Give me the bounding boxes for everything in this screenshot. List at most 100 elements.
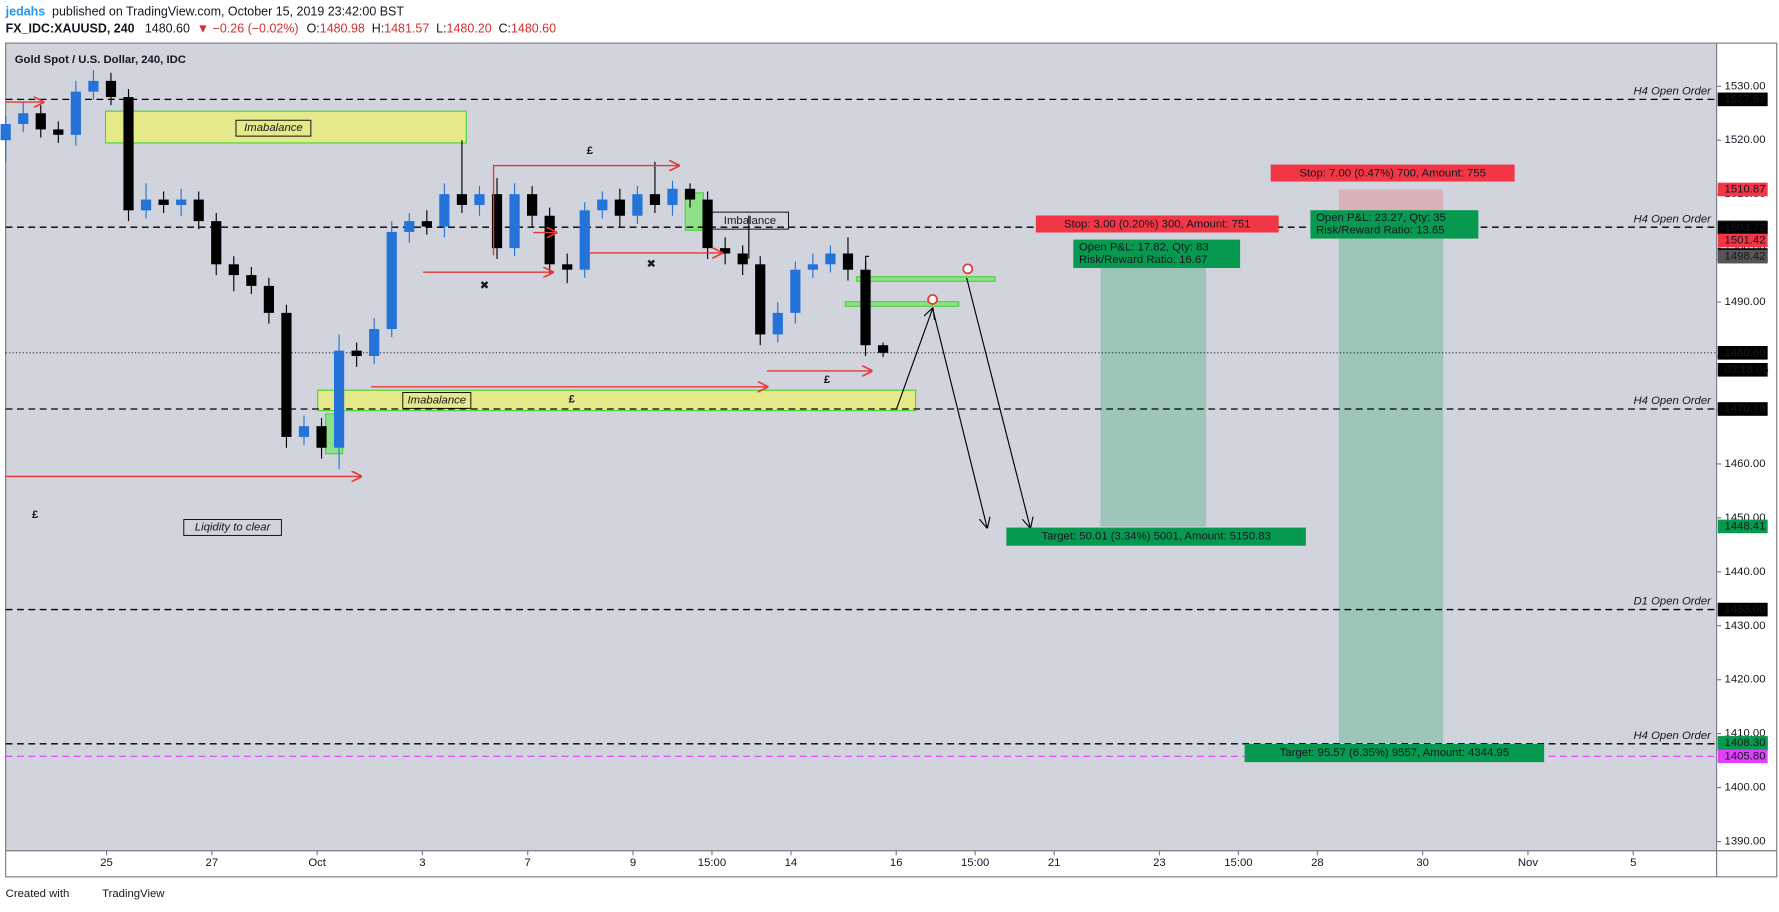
- x-tick-label: 7: [525, 857, 531, 869]
- price-label-bg: [1717, 182, 1768, 197]
- x-tick-label: 3: [419, 857, 425, 869]
- target-marker: [962, 263, 974, 275]
- x-tick-label: 30: [1416, 857, 1429, 869]
- price-label-bg: [1717, 402, 1768, 416]
- y-tick-label: 1410.00: [1725, 728, 1766, 740]
- author[interactable]: jedahs: [5, 5, 46, 19]
- level-label: H4 Open Order: [1633, 85, 1712, 97]
- frame: [5, 42, 1778, 878]
- candle-body: [544, 215, 555, 265]
- arrow: [932, 308, 987, 528]
- candle-body: [632, 194, 643, 216]
- symbol-line: FX_IDC:XAUUSD, 240 1480.60 ▼ −0.26 (−0.0…: [6, 22, 556, 36]
- annotation: ✖: [646, 258, 656, 270]
- candle-body: [509, 194, 520, 249]
- candle-body: [53, 129, 64, 135]
- price-axis: [1716, 43, 1777, 851]
- target-label-bg: [1244, 743, 1545, 763]
- candle-body: [193, 199, 204, 222]
- x-tick-label: 16: [890, 857, 903, 869]
- candle-body: [158, 199, 169, 205]
- header-line: jedahs published on TradingView.com, Oct…: [5, 5, 405, 19]
- candle-body: [123, 97, 134, 211]
- projection: [748, 215, 1031, 528]
- published: published on TradingView.com, October 15…: [52, 5, 404, 19]
- candle-body: [298, 426, 310, 437]
- price-label: 1503.72: [1725, 222, 1766, 234]
- footer-brand[interactable]: TradingView: [102, 888, 165, 900]
- candle-body: [702, 199, 713, 249]
- y-tick-label: 1450.00: [1725, 512, 1766, 524]
- x-tick-label: Oct: [308, 857, 326, 869]
- countdown: 03:18:06: [1725, 364, 1769, 376]
- symbol: FX_IDC:XAUUSD, 240: [6, 22, 135, 36]
- annotation: ✖: [480, 280, 490, 292]
- markers: [927, 263, 974, 305]
- note-box: [183, 519, 282, 536]
- y-tick-label: 1430.00: [1725, 620, 1766, 632]
- price-label: 1408.30: [1725, 737, 1766, 749]
- ohlc-value: 1480.20: [447, 22, 492, 36]
- y-tick-label: 1520.00: [1725, 134, 1766, 146]
- price-label-bg: [1717, 602, 1768, 617]
- annotation: Imabalance: [408, 394, 467, 406]
- candle-body: [597, 199, 608, 211]
- footer-created: Created with: [6, 888, 70, 900]
- candle-body: [807, 264, 818, 270]
- price-label: 1498.42: [1725, 251, 1766, 263]
- note-box: [402, 392, 472, 409]
- candle-body: [579, 210, 590, 270]
- price-label-bg: [1717, 221, 1768, 235]
- target-label: Target: 50.01 (3.34%) 5001, Amount: 5150…: [1041, 531, 1270, 543]
- rr-label: Risk/Reward Ratio: 13.65: [1316, 225, 1444, 237]
- arrow: [966, 277, 1031, 528]
- target-label: Target: 95.57 (6.35%) 9557, Amount: 4344…: [1280, 747, 1509, 759]
- candle-body: [527, 194, 538, 216]
- y-tick-label: 1500.00: [1725, 242, 1766, 254]
- stop-label: Stop: 3.00 (0.20%) 300, Amount: 751: [1064, 219, 1250, 231]
- plot-area: [5, 43, 1717, 851]
- rr-label: Risk/Reward Ratio: 16.67: [1079, 254, 1207, 266]
- candle-body: [614, 199, 625, 216]
- x-tick-label: 15:00: [1224, 857, 1252, 869]
- annotation: £: [824, 374, 831, 386]
- x-tick-label: 28: [1311, 857, 1324, 869]
- price-label: 1527.57: [1725, 93, 1766, 105]
- time-axis: [5, 850, 1777, 877]
- price-label-bg: [1717, 249, 1768, 264]
- candle-body: [474, 194, 485, 205]
- candle-body: [88, 80, 99, 92]
- y-tick-label: 1390.00: [1725, 836, 1766, 848]
- ohlc-label: C:: [499, 22, 511, 36]
- reward-zone: [1100, 256, 1207, 527]
- price-label: 1448.41: [1725, 520, 1766, 532]
- note-box: [235, 119, 312, 137]
- positions: [1100, 189, 1444, 743]
- candle-body: [877, 345, 889, 353]
- candle-body: [860, 269, 871, 346]
- y-tick-label: 1490.00: [1725, 296, 1766, 308]
- entry-zone: [856, 276, 996, 282]
- x-tick-label: 21: [1048, 857, 1061, 869]
- ohlc-label: H:: [372, 22, 384, 36]
- level-label: H4 Open Order: [1633, 213, 1712, 225]
- candle-body: [263, 285, 274, 313]
- price-label: 1433.00: [1725, 604, 1766, 616]
- annotation: Imbalance: [724, 215, 776, 227]
- candle-body: [667, 188, 678, 205]
- x-tick-label: 14: [785, 857, 798, 869]
- annotation: £: [32, 509, 39, 521]
- level-label: D1 Open Order: [1633, 596, 1712, 608]
- price-label-bg: [1717, 749, 1768, 764]
- candle-body: [140, 199, 152, 211]
- candle-body: [456, 194, 468, 205]
- price-label-bg: [1717, 92, 1768, 107]
- price-label: 1405.80: [1725, 750, 1766, 762]
- arrow: [895, 309, 932, 410]
- candle-body: [228, 264, 239, 276]
- candle-body: [351, 350, 362, 357]
- candle-body: [439, 194, 450, 227]
- candle-body: [772, 312, 783, 335]
